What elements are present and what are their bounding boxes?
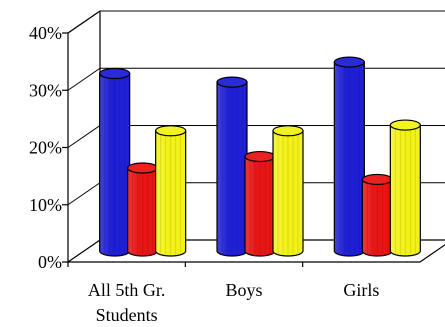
y-tick-label: 20% [29, 138, 62, 158]
bar-top [127, 162, 159, 174]
gridline-side [67, 10, 101, 34]
bar [155, 125, 187, 257]
bar-top [272, 125, 304, 137]
bar-body [272, 130, 304, 257]
bar [272, 125, 304, 257]
x-tick-label: Students [96, 305, 158, 325]
bar [99, 67, 131, 257]
y-axis-ticks: 0% 10% 20% 30% 40% [29, 23, 68, 272]
bar-top [244, 150, 276, 163]
bar-top [389, 119, 421, 131]
gridline-side [67, 67, 101, 91]
bar [361, 173, 393, 257]
y-tick-label: 30% [29, 80, 62, 100]
bar-top [99, 67, 131, 80]
bar [389, 119, 421, 257]
y-tick-label: 40% [29, 23, 62, 43]
bar-body [155, 130, 187, 257]
x-tick-label: Girls [343, 280, 379, 300]
y-tick-label: 10% [29, 195, 62, 215]
gridline-side [67, 182, 101, 206]
bar [333, 56, 365, 257]
gridline-side [67, 125, 101, 148]
x-tick-label: All 5th Gr. [88, 280, 166, 300]
x-tick-label: Boys [225, 280, 262, 300]
bar [216, 76, 248, 257]
bar [127, 162, 159, 257]
x-axis-labels: All 5th Gr. Students Boys Girls [67, 262, 379, 325]
bar-top [361, 173, 393, 186]
bars [99, 56, 421, 257]
bar-body [389, 124, 421, 257]
bar-top [155, 125, 187, 137]
bar-top [333, 56, 365, 68]
bar-top [216, 76, 248, 88]
y-tick-label: 0% [38, 252, 62, 272]
bar [244, 150, 276, 257]
